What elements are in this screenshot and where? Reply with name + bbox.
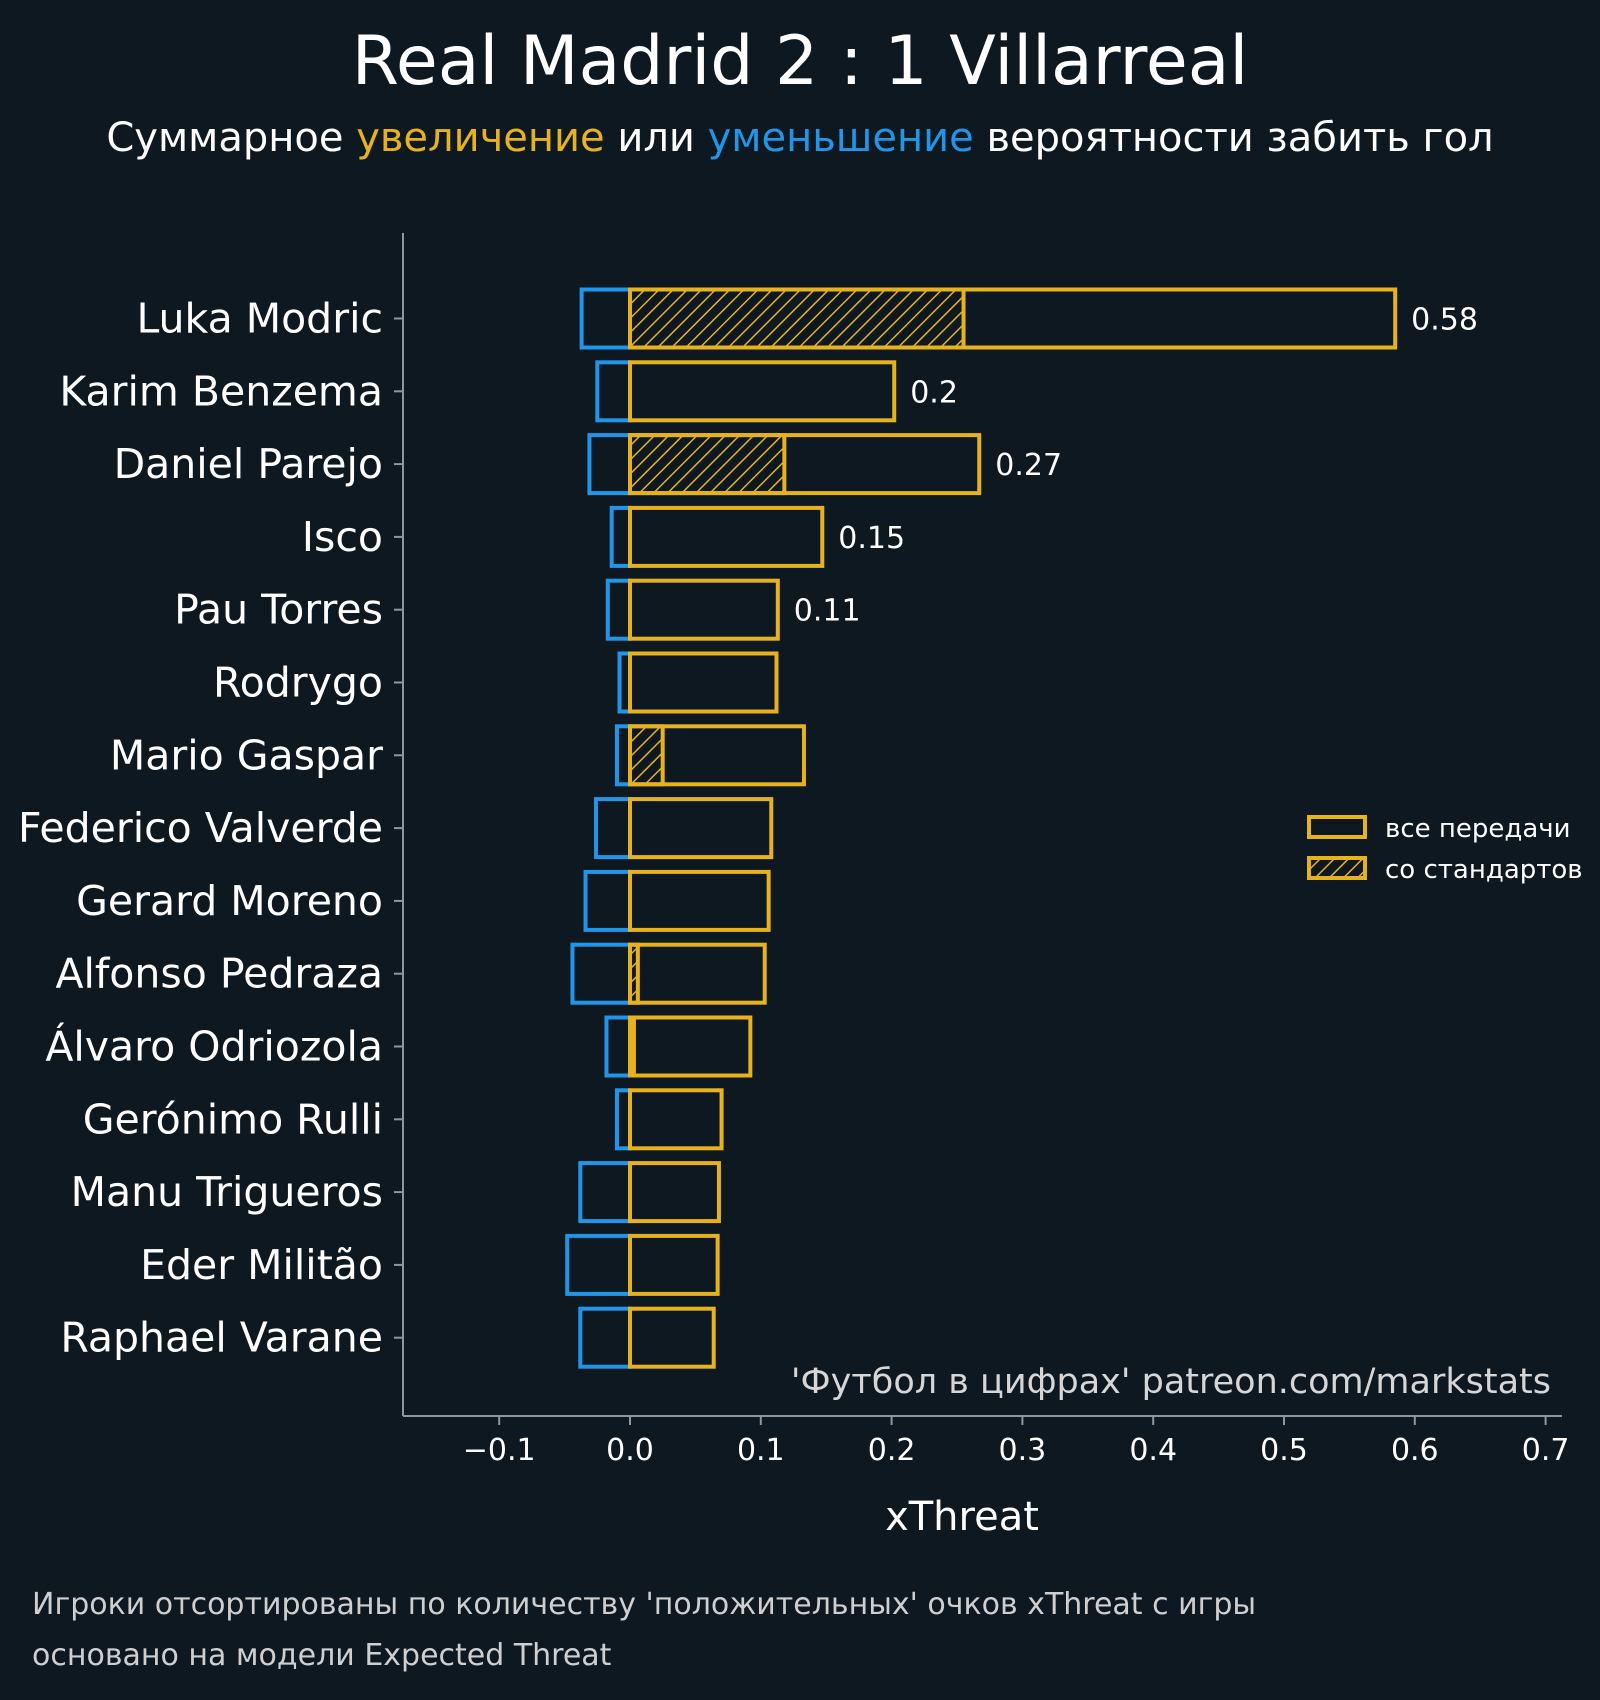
bar-negative-row-0: [579, 287, 633, 350]
bar-set-pieces-row-2: [628, 433, 787, 496]
chart-title: Real Madrid 2 : 1 Villarreal: [352, 22, 1249, 101]
player-label-row-10: Álvaro Odriozola: [45, 1023, 383, 1071]
bar-positive-row-12: [628, 1161, 721, 1224]
footnote-line-1: Игроки отсортированы по количеству 'поло…: [32, 1587, 1256, 1622]
subtitle-text-3: вероятности забить гол: [974, 115, 1494, 161]
x-tick-label-8: 0.7: [1522, 1433, 1570, 1468]
player-label-row-5: Rodrygo: [213, 659, 383, 707]
player-labels: Luka Modric Karim Benzema Daniel Parejo Isc…: [18, 295, 403, 1362]
bar-negative-row-1: [595, 360, 632, 423]
bar-positive-row-0: [628, 287, 1398, 350]
player-label-row-7: Federico Valverde: [18, 804, 383, 852]
bar-set-pieces-row-0: [628, 287, 966, 350]
bar-positive-row-7: [628, 797, 774, 860]
bar-negative-row-7: [593, 797, 633, 860]
player-label-row-12: Manu Trigueros: [71, 1168, 383, 1216]
data-label-row-3: 0.15: [838, 521, 905, 556]
bar-negative-row-13: [565, 1233, 633, 1296]
bar-positive-row-9: [628, 942, 767, 1005]
data-label-row-1: 0.2: [910, 375, 958, 410]
bar-positive-row-1: [628, 360, 897, 423]
bar-negative-row-4: [605, 578, 632, 641]
player-label-row-8: Gerard Moreno: [76, 877, 383, 925]
x-tick-label-6: 0.5: [1260, 1433, 1308, 1468]
footnote-line-2: основано на модели Expected Threat: [32, 1638, 612, 1673]
legend: все передачи со стандартов: [1307, 814, 1583, 885]
bar-positive-row-14: [628, 1306, 716, 1369]
subtitle-text-2: или: [605, 115, 708, 161]
bar-negative-row-2: [587, 433, 633, 496]
legend-swatch-all-passes: [1307, 815, 1367, 839]
bar-positive-row-8: [628, 869, 771, 932]
player-label-row-2: Daniel Parejo: [114, 440, 383, 488]
bar-positive-row-10: [628, 1015, 753, 1078]
player-label-row-14: Raphael Varane: [60, 1314, 383, 1362]
bar-positive-row-3: [628, 505, 825, 568]
bar-negative-row-12: [578, 1161, 633, 1224]
bar-positive-row-11: [628, 1088, 724, 1151]
bar-negative-row-14: [578, 1306, 633, 1369]
legend-label-all-passes: все передачи: [1385, 814, 1571, 844]
bar-positive-row-13: [628, 1233, 720, 1296]
player-label-row-3: Isco: [302, 513, 383, 561]
x-tick-label-3: 0.2: [868, 1433, 916, 1468]
bar-negative-row-10: [604, 1015, 632, 1078]
bar-positive-row-5: [628, 651, 779, 714]
bar-positive-row-4: [628, 578, 780, 641]
player-label-row-1: Karim Benzema: [59, 367, 383, 415]
x-axis-title: xThreat: [885, 1494, 1039, 1540]
bar-set-pieces-row-6: [628, 724, 665, 787]
player-label-row-6: Mario Gaspar: [110, 731, 383, 779]
bar-negative-row-8: [583, 869, 633, 932]
x-tick-label-7: 0.6: [1391, 1433, 1439, 1468]
x-tick-label-4: 0.3: [999, 1433, 1047, 1468]
player-label-row-0: Luka Modric: [136, 295, 383, 343]
data-label-row-2: 0.27: [995, 448, 1062, 483]
bar-negative-row-9: [570, 942, 632, 1005]
player-label-row-9: Alfonso Pedraza: [55, 950, 383, 998]
x-tick-label-5: 0.4: [1129, 1433, 1177, 1468]
x-tick-label-2: 0.1: [737, 1433, 785, 1468]
player-label-row-11: Gerónimo Rulli: [83, 1095, 383, 1143]
player-label-row-13: Eder Militão: [140, 1241, 383, 1289]
watermark: 'Футбол в цифрах' patreon.com/markstats: [791, 1362, 1551, 1402]
x-ticks: −0.1 0.0 0.1 0.2 0.3 0.4 0.5 0.6 0.7: [463, 1416, 1570, 1468]
subtitle-increase: увеличение: [356, 115, 604, 161]
x-tick-label-1: 0.0: [606, 1433, 654, 1468]
data-label-row-4: 0.11: [794, 594, 861, 629]
player-label-row-4: Pau Torres: [174, 586, 383, 634]
legend-swatch-set-pieces: [1307, 856, 1367, 880]
bar-positive-row-2: [628, 433, 982, 496]
subtitle-decrease: уменьшение: [708, 115, 974, 161]
bar-positive-row-6: [628, 724, 806, 787]
subtitle-text-1: Суммарное: [106, 115, 356, 161]
bars-layer: 0.58 0.2 0.27 0.15 0.11: [565, 287, 1478, 1369]
x-tick-label-0: −0.1: [463, 1433, 536, 1468]
bar-negative-row-3: [609, 505, 632, 568]
legend-label-set-pieces: со стандартов: [1385, 855, 1583, 885]
data-label-row-0: 0.58: [1411, 303, 1478, 338]
chart-subtitle: Суммарное увеличение или уменьшение веро…: [106, 115, 1493, 161]
